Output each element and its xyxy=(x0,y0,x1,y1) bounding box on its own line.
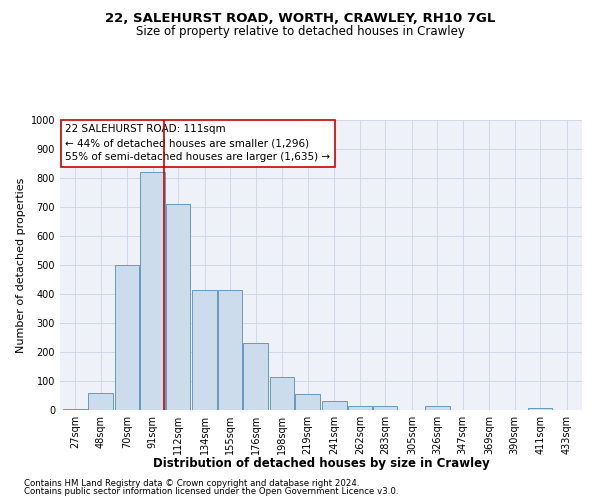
Bar xyxy=(425,406,449,410)
Bar xyxy=(347,406,372,410)
Text: Contains HM Land Registry data © Crown copyright and database right 2024.: Contains HM Land Registry data © Crown c… xyxy=(24,478,359,488)
X-axis label: Distribution of detached houses by size in Crawley: Distribution of detached houses by size … xyxy=(152,457,490,470)
Bar xyxy=(373,406,397,410)
Bar xyxy=(528,408,553,410)
Text: 22 SALEHURST ROAD: 111sqm
← 44% of detached houses are smaller (1,296)
55% of se: 22 SALEHURST ROAD: 111sqm ← 44% of detac… xyxy=(65,124,331,162)
Bar xyxy=(193,290,217,410)
Bar xyxy=(166,204,190,410)
Text: 22, SALEHURST ROAD, WORTH, CRAWLEY, RH10 7GL: 22, SALEHURST ROAD, WORTH, CRAWLEY, RH10… xyxy=(105,12,495,26)
Bar xyxy=(115,265,139,410)
Bar xyxy=(244,344,268,410)
Text: Contains public sector information licensed under the Open Government Licence v3: Contains public sector information licen… xyxy=(24,487,398,496)
Bar xyxy=(322,402,347,410)
Bar xyxy=(218,290,242,410)
Text: Size of property relative to detached houses in Crawley: Size of property relative to detached ho… xyxy=(136,25,464,38)
Bar xyxy=(140,172,165,410)
Bar xyxy=(295,394,320,410)
Bar xyxy=(88,392,113,410)
Y-axis label: Number of detached properties: Number of detached properties xyxy=(16,178,26,352)
Bar xyxy=(63,408,88,410)
Bar xyxy=(270,376,295,410)
